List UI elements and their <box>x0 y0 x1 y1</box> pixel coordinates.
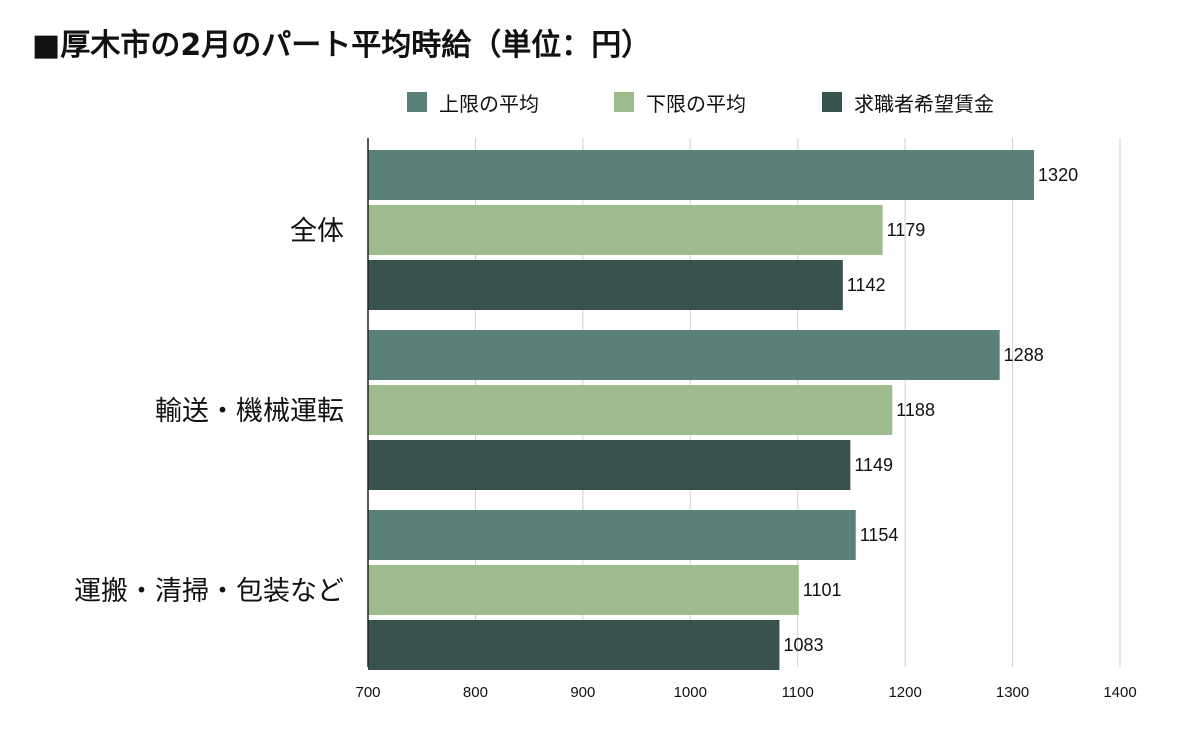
value-label-1-0: 1288 <box>1004 345 1044 365</box>
value-label-2-2: 1083 <box>783 635 823 655</box>
x-tick-label-700: 700 <box>355 684 380 701</box>
bar-2-0 <box>368 510 856 560</box>
x-tick-label-1400: 1400 <box>1103 684 1136 701</box>
value-label-2-1: 1101 <box>803 580 842 600</box>
value-label-0-2: 1142 <box>847 275 886 295</box>
x-tick-label-800: 800 <box>463 684 488 701</box>
value-label-2-0: 1154 <box>860 525 899 545</box>
bar-1-1 <box>368 385 893 435</box>
value-label-0-0: 1320 <box>1038 165 1078 185</box>
category-label-0: 全体 <box>290 216 344 247</box>
bar-2-1 <box>368 565 799 615</box>
bar-0-0 <box>368 150 1035 200</box>
bar-0-1 <box>368 205 883 255</box>
value-label-0-1: 1179 <box>887 220 926 240</box>
value-label-1-1: 1188 <box>896 400 935 420</box>
bar-2-2 <box>368 620 780 670</box>
x-tick-label-1000: 1000 <box>674 684 707 701</box>
x-tick-label-900: 900 <box>570 684 595 701</box>
bar-0-2 <box>368 260 843 310</box>
value-label-1-2: 1149 <box>854 455 893 475</box>
x-tick-label-1100: 1100 <box>782 684 814 701</box>
chart-title: ■厚木市の2月のパート平均時給（単位：円） <box>32 28 652 63</box>
category-label-2: 運搬・清掃・包装など <box>74 576 344 607</box>
bar-1-0 <box>368 330 1000 380</box>
bar-1-2 <box>368 440 851 490</box>
x-tick-label-1200: 1200 <box>888 684 921 701</box>
category-label-1: 輸送・機械運転 <box>155 396 344 427</box>
x-tick-label-1300: 1300 <box>996 684 1029 701</box>
